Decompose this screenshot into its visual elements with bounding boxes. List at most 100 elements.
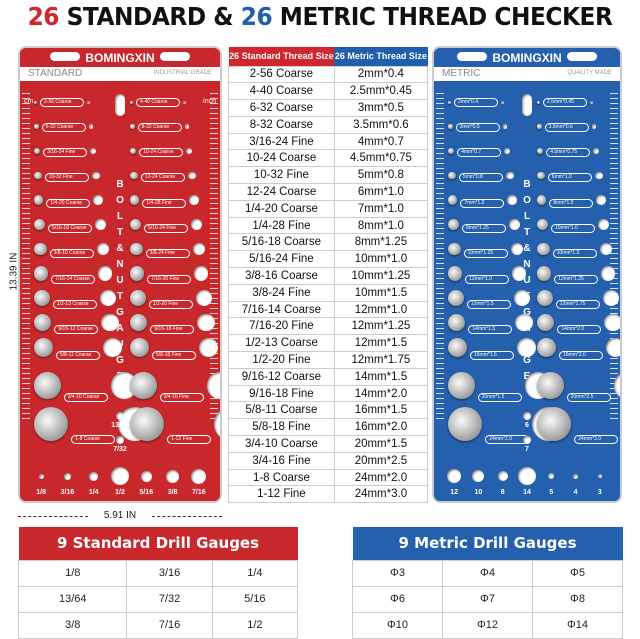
- metric-header: 26 Metric Thread Size: [334, 47, 428, 66]
- table-row: 4-40 Coarse 2.5mm*0.45: [228, 82, 429, 101]
- thread-stud: [130, 171, 138, 180]
- standard-thread-cell: 3/16-24 Fine: [228, 132, 335, 151]
- drill-hole: [140, 470, 152, 482]
- thread-label: 10-24 Coarse: [139, 148, 184, 158]
- drill-hole-label: 7/32: [113, 446, 127, 453]
- drill-size-cell: Φ10: [352, 611, 443, 639]
- standard-thread-cell: 1/2-13 Coarse: [228, 334, 335, 353]
- table-row: 5/8-11 Coarse 16mm*1.5: [228, 401, 429, 420]
- thread-label: 1/4-20 Coarse: [46, 198, 91, 208]
- thread-hole: [505, 171, 514, 180]
- thread-label: 12mm*1.75: [555, 299, 600, 309]
- standard-thread-cell: 9/16-18 Fine: [228, 384, 335, 403]
- standard-thread-cell: 5/8-18 Fine: [228, 418, 335, 437]
- thread-label: 9/16-12 Coarse: [54, 325, 99, 335]
- drill-size-cell: 3/16: [126, 559, 213, 587]
- center-slot: [115, 94, 125, 116]
- thread-label: 1/2-13 Coarse: [52, 299, 97, 309]
- table-row: 1-12 Fine 24mm*3.0: [228, 485, 429, 504]
- gauge-letter: T: [116, 227, 124, 238]
- standard-thread-cell: 7/16-20 Fine: [228, 317, 335, 336]
- drill-hole-label: 14: [523, 489, 531, 496]
- thread-stud: [34, 100, 37, 104]
- gauge-letter: A: [116, 323, 124, 334]
- thread-label: 2mm*0.4: [454, 97, 498, 107]
- thread-label: 7/16-14 Coarse: [51, 274, 96, 284]
- thread-label: 1/2-20 Fine: [148, 299, 193, 309]
- standard-thread-cell: 9/16-12 Coarse: [228, 367, 335, 386]
- thread-stud: [130, 337, 149, 357]
- thread-hole: [87, 100, 90, 104]
- thread-stud: [34, 290, 50, 306]
- thread-hole: [513, 290, 530, 306]
- metric-thread-cell: 5mm*0.8: [333, 166, 429, 185]
- thread-hole: [187, 171, 196, 180]
- thread-stud: [34, 242, 47, 256]
- drill-size-cell: 3/8: [17, 611, 128, 639]
- thread-label: 12-24 Coarse: [140, 173, 185, 183]
- drill-hole: [89, 471, 99, 481]
- thread-hole: [507, 195, 517, 205]
- thread-stud: [130, 124, 135, 129]
- thread-hole: [601, 266, 616, 281]
- standard-thread-cell: 5/16-24 Fine: [228, 250, 335, 269]
- drill-size-cell: Φ7: [442, 585, 533, 613]
- drill-size-cell: Φ4: [442, 559, 533, 587]
- table-row: 5/8-18 Fine 16mm*2.0: [228, 418, 429, 437]
- drill-hole-label: 1/4: [88, 489, 99, 496]
- standard-thread-cell: 8-32 Coarse: [228, 115, 335, 134]
- metric-thread-cell: 12mm*1.75: [333, 351, 429, 369]
- hanging-slot: [50, 52, 80, 61]
- thread-label: 5mm*0.8: [458, 173, 503, 183]
- metric-thread-cell: 3.5mm*0.6: [333, 115, 429, 134]
- metric-thread-cell: 14mm*2.0: [333, 384, 429, 403]
- drill-hole-label: 3: [597, 489, 602, 496]
- table-row: 9/16-12 Coarse 14mm*1.5: [228, 367, 429, 386]
- thread-stud: [130, 266, 145, 281]
- table-row: 5/16-24 Fine 10mm*1.0: [228, 250, 429, 269]
- drill-hole: [38, 473, 44, 479]
- drill-hole: [523, 412, 531, 420]
- thread-hole: [214, 406, 220, 442]
- gauge-letter: O: [523, 195, 531, 206]
- metric-thread-cell: 24mm*3.0: [333, 485, 429, 504]
- thread-stud: [448, 219, 459, 230]
- thread-stud: [448, 124, 453, 129]
- thread-hole: [96, 242, 110, 256]
- thread-label: 12mm*1.5: [466, 299, 511, 309]
- metric-thread-cell: 20mm*2.5: [333, 451, 429, 470]
- drill-hole: [191, 468, 207, 484]
- metric-thread-cell: 8mm*1.0: [333, 216, 429, 235]
- table-row: 3/8 7/16 1/2: [17, 611, 299, 639]
- thread-hole: [194, 266, 209, 281]
- thread-hole: [591, 124, 597, 129]
- thread-hole: [509, 219, 520, 230]
- brand-logo: BOMINGXIN: [85, 51, 155, 65]
- standard-thread-cell: 3/4-16 Fine: [228, 451, 335, 470]
- thread-stud: [448, 313, 466, 332]
- drill-hole: [497, 471, 508, 481]
- metric-drill-table: 9 Metric Drill Gauges Φ3 Φ4 Φ5 Φ6 Φ7 Φ8 Φ10 Φ12 Φ…: [352, 527, 623, 639]
- thread-stud: [537, 266, 552, 281]
- thread-label: 10mm*1.25: [463, 249, 508, 259]
- thread-label: 9/16-18 Fine: [150, 325, 195, 335]
- standard-thread-cell: 1-8 Coarse: [228, 468, 335, 487]
- metric-thread-cell: 14mm*1.5: [333, 367, 429, 386]
- thread-stud: [537, 313, 555, 332]
- thread-hole: [593, 147, 600, 155]
- thread-stud: [130, 242, 143, 256]
- thread-stud: [130, 406, 165, 442]
- metric-thread-cell: 10mm*1.25: [333, 267, 429, 285]
- thread-stud: [448, 372, 475, 399]
- ruler-left: [22, 93, 30, 423]
- thread-label: 5/16-24 Fine: [144, 224, 188, 233]
- thread-hole: [590, 100, 593, 104]
- drill-hole-label: 3/8: [167, 489, 178, 496]
- drill-size-cell: 1/8: [17, 559, 128, 587]
- thread-stud: [537, 337, 556, 357]
- standard-thread-cell: 3/8-16 Coarse: [228, 267, 335, 285]
- hanging-slot: [457, 52, 487, 61]
- thread-label: 3/8-24 Fine: [145, 249, 190, 259]
- page-title: 26 STANDARD & 26 METRIC THREAD CHECKER: [27, 2, 613, 31]
